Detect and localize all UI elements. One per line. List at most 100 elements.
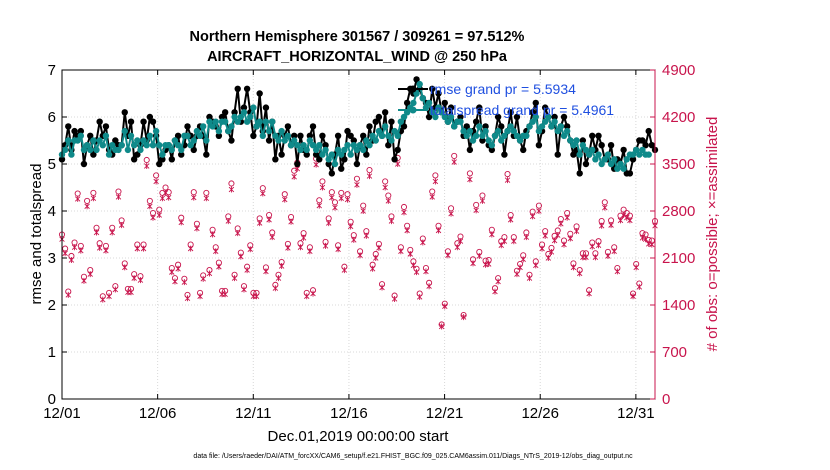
obs-assimilated-point [244, 267, 250, 274]
totalspread-point [118, 142, 125, 149]
obs-assimilated-point [539, 245, 545, 252]
y-left-tick-label: 1 [48, 344, 56, 361]
obs-assimilated-point [448, 210, 454, 217]
totalspread-point [290, 137, 298, 144]
totalspread-point [215, 127, 223, 135]
obs-assimilated-point [341, 267, 348, 274]
totalspread-point [607, 160, 615, 168]
totalspread-point [523, 132, 530, 139]
obs-assimilated-point [592, 254, 599, 261]
rmse-point [284, 123, 292, 130]
obs-assimilated-point [275, 275, 282, 282]
rmse-point [272, 156, 279, 163]
rmse-point [400, 123, 408, 130]
rmse-point [394, 146, 401, 154]
obs-assimilated-point [357, 252, 363, 259]
rmse-point [112, 137, 119, 144]
obs-assimilated-point [511, 238, 517, 245]
totalspread-point [322, 146, 329, 154]
totalspread-point [156, 142, 163, 149]
totalspread-point [632, 146, 640, 154]
rmse-point [482, 123, 489, 130]
totalspread-point [347, 151, 354, 158]
obs-assimilated-point [131, 275, 137, 282]
totalspread-point [400, 113, 408, 121]
obs-assimilated-point [416, 293, 423, 300]
totalspread-point [325, 156, 332, 163]
obs-assimilated-point [561, 241, 567, 248]
x-tick-label: 12/31 [617, 405, 655, 422]
totalspread-point [206, 118, 213, 125]
rmse-point [360, 132, 367, 139]
obs-assimilated-point [457, 238, 464, 245]
obs-assimilated-point [278, 263, 285, 270]
obs-possible-point [504, 171, 511, 178]
obs-assimilated-point [485, 261, 492, 268]
y-left-tick-label: 2 [48, 297, 56, 314]
totalspread-point [429, 109, 436, 116]
rmse-point [80, 160, 88, 168]
totalspread-point [513, 132, 521, 139]
obs-assimilated-point [325, 220, 332, 227]
obs-possible-point [162, 184, 169, 191]
obs-possible-point [338, 189, 345, 196]
totalspread-point [140, 137, 147, 144]
obs-assimilated-point [137, 277, 144, 284]
obs-assimilated-point [438, 323, 445, 330]
y-right-tick-label: 700 [662, 344, 687, 361]
totalspread-point [567, 137, 574, 144]
obs-assimilated-point [507, 216, 514, 223]
obs-assimilated-point [125, 289, 131, 296]
obs-assimilated-point [297, 244, 304, 251]
rmse-point [372, 118, 379, 125]
totalspread-point [554, 127, 561, 135]
totalspread-point [256, 118, 263, 125]
totalspread-point [127, 132, 135, 139]
x-tick-label: 12/01 [43, 405, 81, 422]
obs-assimilated-point [231, 275, 238, 282]
obs-possible-point [319, 178, 326, 185]
totalspread-point [334, 146, 342, 154]
obs-assimilated-point [401, 209, 407, 216]
obs-assimilated-point [194, 225, 200, 232]
rmse-point [168, 156, 176, 163]
totalspread-point [124, 146, 132, 154]
obs-possible-point [74, 190, 81, 197]
totalspread-point [178, 146, 185, 154]
rmse-point [479, 137, 486, 144]
rmse-point [250, 132, 257, 139]
obs-possible-point [281, 191, 288, 198]
totalspread-point [165, 142, 172, 149]
obs-count-layer [58, 124, 659, 330]
obs-possible-point [90, 189, 97, 196]
obs-assimilated-point [426, 283, 432, 290]
obs-assimilated-point [435, 227, 442, 234]
obs-assimilated-point [413, 269, 420, 276]
rmse-point [127, 118, 135, 125]
totalspread-point [438, 109, 445, 116]
totalspread-point [74, 137, 81, 144]
obs-assimilated-point [269, 234, 275, 241]
rmse-point [312, 151, 320, 158]
rmse-point [472, 118, 480, 125]
totalspread-point [309, 142, 317, 149]
obs-assimilated-point [241, 286, 247, 293]
obs-assimilated-point [395, 161, 401, 167]
legend: rmse grand pr = 5.5934 totalspread grand… [398, 81, 614, 118]
totalspread-point [272, 132, 279, 139]
obs-possible-point [385, 192, 392, 199]
obs-assimilated-point [219, 291, 225, 298]
rmse-point [350, 137, 357, 144]
totalspread-point [341, 146, 348, 154]
obs-assimilated-point [379, 284, 385, 291]
legend-label-rmse: rmse grand pr = 5.5934 [430, 81, 576, 97]
obs-assimilated-point [501, 238, 508, 245]
rmse-point [344, 127, 351, 135]
obs-assimilated-point [555, 232, 561, 239]
rmse-point [231, 109, 238, 116]
totalspread-point [350, 142, 357, 149]
totalspread-point [190, 137, 197, 144]
totalspread-point [369, 132, 376, 139]
totalspread-point [394, 132, 401, 139]
obs-assimilated-point [319, 184, 326, 191]
